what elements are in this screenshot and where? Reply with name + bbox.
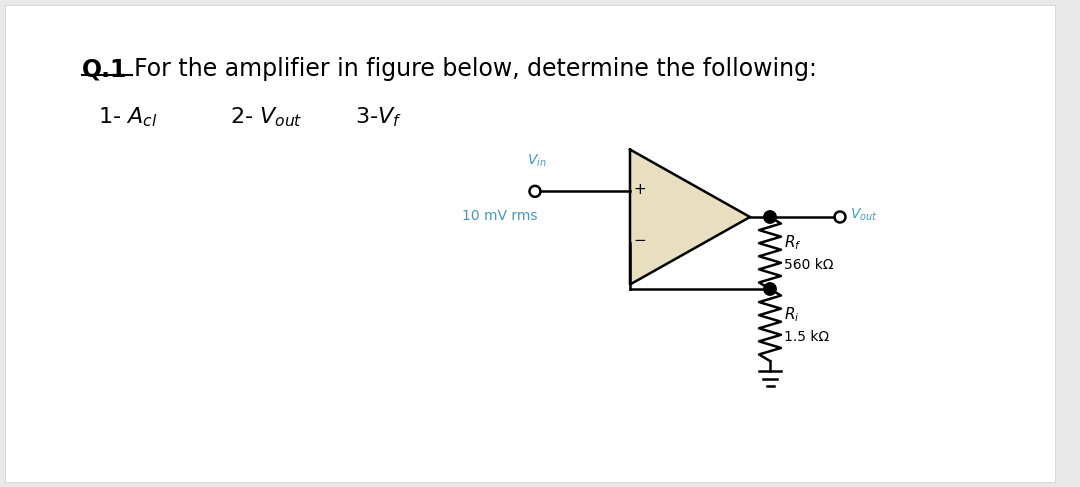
Polygon shape bbox=[630, 150, 750, 284]
Text: $R_i$: $R_i$ bbox=[784, 306, 799, 324]
Text: $R_f$: $R_f$ bbox=[784, 234, 801, 252]
Text: $V_{in}$: $V_{in}$ bbox=[527, 153, 546, 169]
Text: 1.5 kΩ: 1.5 kΩ bbox=[784, 330, 829, 344]
Text: For the amplifier in figure below, determine the following:: For the amplifier in figure below, deter… bbox=[134, 57, 816, 81]
Text: 560 kΩ: 560 kΩ bbox=[784, 258, 834, 272]
Text: $V_{out}$: $V_{out}$ bbox=[850, 207, 878, 223]
Circle shape bbox=[764, 211, 777, 223]
Text: +: + bbox=[634, 182, 646, 197]
Text: −: − bbox=[634, 233, 646, 248]
FancyBboxPatch shape bbox=[5, 5, 1055, 482]
Text: Q.1: Q.1 bbox=[82, 57, 127, 81]
Text: $3\text{-}V_f$: $3\text{-}V_f$ bbox=[355, 105, 402, 129]
Text: $1\text{- }A_{cl}$: $1\text{- }A_{cl}$ bbox=[98, 105, 158, 129]
Text: $2\text{- }V_{out}$: $2\text{- }V_{out}$ bbox=[230, 105, 302, 129]
Circle shape bbox=[764, 283, 777, 295]
Text: 10 mV rms: 10 mV rms bbox=[462, 209, 538, 224]
